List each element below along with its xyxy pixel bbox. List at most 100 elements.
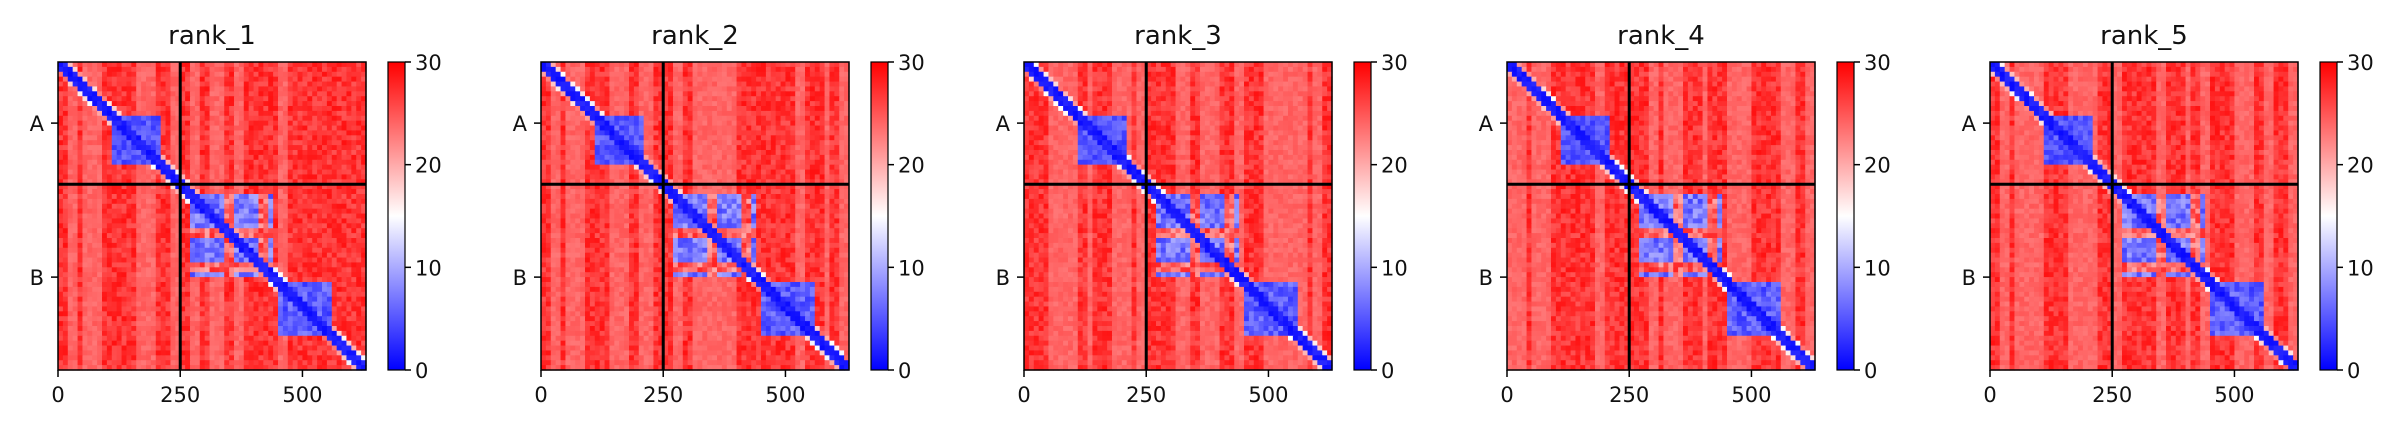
heatmap-cell (287, 150, 294, 156)
heatmap-cell (224, 76, 230, 83)
heatmap-cell (580, 120, 586, 127)
heatmap-cell (731, 71, 738, 78)
heatmap-cell (317, 96, 323, 102)
heatmap-cell (121, 262, 128, 268)
heatmap-cell (317, 145, 323, 151)
heatmap-cell (341, 145, 348, 151)
heatmap-cell (209, 208, 216, 215)
heatmap-cell (175, 145, 181, 151)
heatmap-cell (702, 135, 708, 141)
heatmap-cell (307, 194, 313, 200)
heatmap-cell (214, 291, 220, 298)
heatmap-cell (312, 189, 318, 195)
heatmap-cell (594, 91, 601, 97)
heatmap-cell (663, 86, 669, 92)
heatmap-cell (263, 140, 269, 146)
heatmap-cell (624, 76, 630, 83)
heatmap-cell (243, 247, 250, 254)
heatmap-cell (560, 120, 567, 127)
heatmap-cell (224, 101, 230, 107)
heatmap-cell (77, 66, 84, 73)
heatmap-cell (87, 169, 93, 176)
heatmap-cell (765, 86, 772, 92)
heatmap-cell (326, 238, 333, 244)
heatmap-cell (697, 130, 703, 136)
heatmap-cell (322, 164, 328, 171)
heatmap-cell (97, 228, 103, 234)
heatmap-cell (297, 306, 304, 312)
heatmap-cell (297, 106, 304, 112)
heatmap-cell (814, 66, 821, 73)
heatmap-cell (82, 101, 88, 107)
heatmap-cell (199, 223, 206, 229)
heatmap-cell (238, 189, 245, 195)
heatmap-cell (58, 262, 64, 268)
heatmap-cell (341, 125, 348, 132)
heatmap-cell (214, 330, 220, 337)
heatmap-cell (175, 135, 181, 141)
heatmap-cell (111, 242, 118, 249)
heatmap-cell (726, 76, 733, 83)
heatmap-cell (97, 96, 103, 102)
heatmap-cell (268, 335, 274, 342)
heatmap-cell (72, 125, 79, 132)
heatmap-cell (273, 291, 279, 298)
heatmap-cell (741, 125, 747, 132)
heatmap-cell (219, 291, 225, 298)
heatmap-cell (102, 189, 108, 195)
heatmap-cell (150, 321, 157, 327)
heatmap-cell (116, 154, 123, 161)
heatmap-cell (292, 179, 299, 185)
heatmap-cell (775, 125, 782, 132)
heatmap-cell (263, 326, 269, 332)
heatmap-cell (97, 340, 103, 347)
heatmap-cell (199, 321, 206, 327)
heatmap-cell (351, 330, 357, 337)
heatmap-cell (116, 71, 123, 78)
heatmap-cell (761, 62, 767, 68)
heatmap-cell (282, 76, 289, 83)
heatmap-cell (150, 164, 157, 171)
heatmap-cell (609, 76, 615, 83)
heatmap-cell (268, 311, 274, 317)
heatmap-cell (229, 355, 235, 361)
heatmap-cell (682, 96, 689, 102)
heatmap-cell (697, 101, 703, 107)
heatmap-cell (302, 340, 308, 347)
heatmap-cell (62, 194, 69, 200)
heatmap-cell (751, 125, 757, 132)
heatmap-cell (361, 252, 367, 259)
heatmap-cell (170, 62, 176, 68)
heatmap-cell (82, 66, 88, 73)
heatmap-cell (194, 311, 201, 317)
heatmap-cell (160, 238, 167, 244)
heatmap-cell (62, 330, 69, 337)
heatmap-cell (790, 66, 796, 73)
heatmap-cell (160, 213, 167, 220)
heatmap-cell (682, 106, 689, 112)
heatmap-cell (58, 306, 64, 312)
heatmap-cell (780, 66, 787, 73)
heatmap-cell (565, 62, 571, 68)
heatmap-cell (116, 228, 123, 234)
heatmap-cell (322, 174, 328, 180)
heatmap-cell (243, 194, 250, 200)
heatmap-cell (663, 71, 669, 78)
heatmap-cell (58, 159, 64, 166)
heatmap-cell (746, 120, 752, 127)
heatmap-cell (150, 203, 157, 210)
heatmap-cell (633, 110, 640, 117)
heatmap-cell (160, 159, 167, 166)
heatmap-cell (170, 365, 176, 371)
heatmap-cell (741, 66, 747, 73)
heatmap-cell (234, 145, 240, 151)
heatmap-cell (234, 218, 240, 224)
heatmap-cell (82, 159, 88, 166)
heatmap-cell (102, 228, 108, 234)
heatmap-cell (106, 218, 113, 224)
heatmap-cell (185, 164, 191, 171)
heatmap-cell (92, 262, 98, 268)
heatmap-cell (165, 120, 172, 127)
heatmap-cell (234, 272, 240, 278)
heatmap-cell (614, 66, 620, 73)
